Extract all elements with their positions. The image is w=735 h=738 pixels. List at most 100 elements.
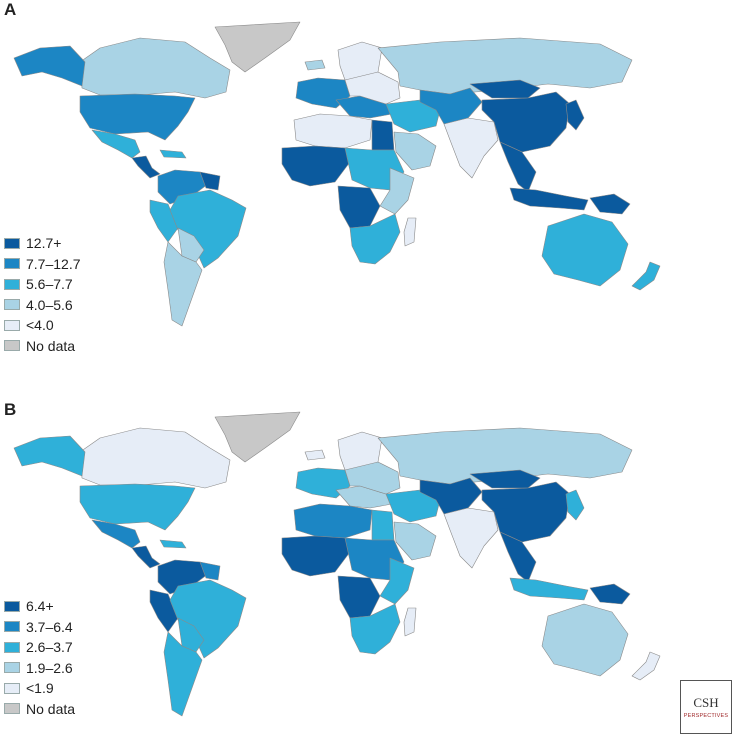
region-japan-korea <box>565 489 585 521</box>
map-panel-b: B 6.4+ 3.7–6.4 2.6–3.7 1.9–2.6 <1.9 No data <box>0 398 735 738</box>
region-guianas <box>199 171 221 191</box>
legend-swatch <box>4 278 20 290</box>
legend-label: <4.0 <box>26 317 54 334</box>
region-southern-africa <box>349 213 401 265</box>
legend-swatch <box>4 237 20 249</box>
legend-swatch <box>4 299 20 311</box>
region-egypt <box>371 119 395 151</box>
legend-item: No data <box>4 699 75 720</box>
region-greenland <box>214 411 301 463</box>
legend-swatch <box>4 682 20 694</box>
region-caribbean <box>159 149 187 159</box>
world-map-a <box>13 21 661 327</box>
region-papua <box>589 583 631 605</box>
region-colombia-venezuela <box>157 169 209 205</box>
region-indonesia <box>509 577 589 601</box>
legend-item: <1.9 <box>4 678 75 699</box>
region-australia <box>541 603 629 677</box>
region-canada <box>79 427 231 489</box>
legend-item: 1.9–2.6 <box>4 658 75 679</box>
region-mexico <box>91 519 141 549</box>
region-usa <box>79 483 196 531</box>
region-russia <box>377 427 633 485</box>
region-russia <box>377 37 633 95</box>
region-arabia <box>393 131 437 171</box>
legend-item: 5.6–7.7 <box>4 274 81 295</box>
legend-swatch <box>4 340 20 352</box>
legend-swatch <box>4 662 20 674</box>
csh-perspectives-logo: CSH PERSPECTIVES <box>680 680 732 734</box>
region-alaska <box>13 45 86 87</box>
region-madagascar <box>403 607 417 637</box>
region-congo <box>337 185 381 229</box>
region-mexico <box>91 129 141 159</box>
legend-swatch <box>4 258 20 270</box>
region-canada <box>79 37 231 99</box>
region-indonesia <box>509 187 589 211</box>
legend-item: No data <box>4 336 81 357</box>
legend-item: <4.0 <box>4 315 81 336</box>
legend-item: 2.6–3.7 <box>4 637 75 658</box>
legend-swatch <box>4 621 20 633</box>
region-congo <box>337 575 381 619</box>
region-central-america <box>131 545 161 569</box>
region-japan-korea <box>565 99 585 131</box>
region-west-africa <box>281 535 351 577</box>
region-north-africa <box>293 503 373 539</box>
legend-swatch <box>4 600 20 612</box>
region-west-africa <box>281 145 351 187</box>
region-madagascar <box>403 217 417 247</box>
region-new-zealand <box>631 261 661 291</box>
region-china <box>481 91 571 153</box>
region-iceland <box>304 449 326 461</box>
legend-label: <1.9 <box>26 680 54 697</box>
logo-main-text: CSH <box>693 695 719 710</box>
region-eastern-europe <box>344 71 401 105</box>
legend-label: No data <box>26 337 76 354</box>
region-eastern-europe <box>344 461 401 495</box>
legend-item: 7.7–12.7 <box>4 254 81 275</box>
region-new-zealand <box>631 651 661 681</box>
legend-label: 1.9–2.6 <box>26 659 73 676</box>
region-guianas <box>199 561 221 581</box>
region-south-asia <box>443 117 499 179</box>
region-mongolia <box>469 469 541 489</box>
legend-a: 12.7+ 7.7–12.7 5.6–7.7 4.0–5.6 <4.0 No data <box>4 233 81 356</box>
legend-label: 5.6–7.7 <box>26 276 73 293</box>
region-egypt <box>371 509 395 541</box>
region-australia <box>541 213 629 287</box>
panel-label-a: A <box>4 0 17 19</box>
region-brazil <box>169 579 247 659</box>
legend-label: 4.0–5.6 <box>26 296 73 313</box>
region-southern-cone <box>163 631 203 717</box>
legend-item: 12.7+ <box>4 233 81 254</box>
legend-b: 6.4+ 3.7–6.4 2.6–3.7 1.9–2.6 <1.9 No data <box>4 596 75 719</box>
legend-swatch <box>4 703 20 715</box>
region-south-asia <box>443 507 499 569</box>
legend-item: 3.7–6.4 <box>4 617 75 638</box>
region-southern-cone <box>163 241 203 327</box>
region-colombia-venezuela <box>157 559 209 595</box>
legend-label: 2.6–3.7 <box>26 639 73 656</box>
legend-label: No data <box>26 700 76 717</box>
region-alaska <box>13 435 86 477</box>
world-map-b <box>13 411 661 717</box>
panel-label-b: B <box>4 400 17 419</box>
region-arabia <box>393 521 437 561</box>
region-southern-africa <box>349 603 401 655</box>
region-north-africa <box>293 113 373 149</box>
legend-item: 6.4+ <box>4 596 75 617</box>
region-mongolia <box>469 79 541 99</box>
logo-sub-text: PERSPECTIVES <box>683 713 729 719</box>
region-china <box>481 481 571 543</box>
legend-label: 12.7+ <box>26 235 62 252</box>
region-greenland <box>214 21 301 73</box>
region-central-america <box>131 155 161 179</box>
legend-swatch <box>4 641 20 653</box>
legend-label: 3.7–6.4 <box>26 618 73 635</box>
region-bolivia-paraguay <box>177 617 205 653</box>
region-brazil <box>169 189 247 269</box>
region-usa <box>79 93 196 141</box>
legend-item: 4.0–5.6 <box>4 295 81 316</box>
region-iceland <box>304 59 326 71</box>
